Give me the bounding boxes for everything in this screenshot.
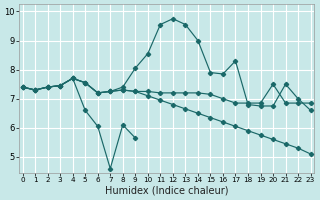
X-axis label: Humidex (Indice chaleur): Humidex (Indice chaleur) (105, 186, 228, 196)
